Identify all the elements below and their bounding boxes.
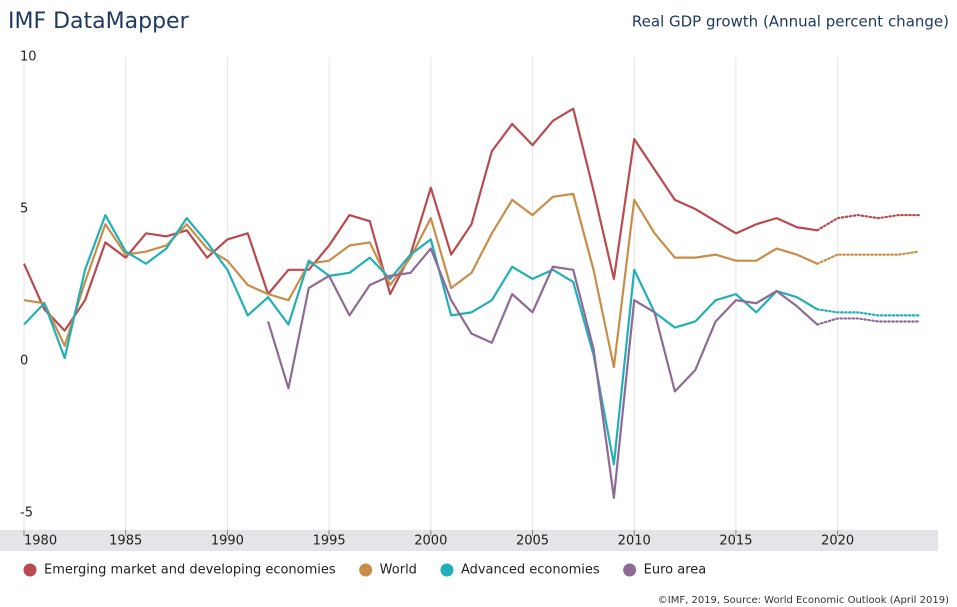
x-tick-label: 1995 bbox=[313, 534, 346, 549]
series-line bbox=[23, 192, 818, 369]
x-axis-band bbox=[0, 530, 938, 551]
projection-line bbox=[816, 250, 921, 265]
legend-marker bbox=[623, 563, 637, 577]
x-tick-label: 2015 bbox=[719, 534, 752, 549]
y-tick-label: 10 bbox=[20, 50, 37, 65]
legend-label: Emerging market and developing economies bbox=[44, 563, 336, 578]
legend-marker bbox=[23, 563, 37, 577]
series-line bbox=[267, 247, 819, 499]
source-note: ©IMF, 2019, Source: World Economic Outlo… bbox=[658, 595, 949, 606]
legend-marker bbox=[440, 563, 454, 577]
legend-label: World bbox=[380, 563, 417, 578]
x-tick-label: 2005 bbox=[516, 534, 549, 549]
x-tick-label: 1980 bbox=[24, 534, 57, 549]
series-line bbox=[22, 107, 818, 332]
projection-line bbox=[816, 213, 921, 232]
x-tick-label: 2020 bbox=[821, 534, 854, 549]
y-tick-label: 0 bbox=[20, 354, 28, 369]
legend-label: Euro area bbox=[644, 563, 707, 578]
chart-subtitle: Real GDP growth (Annual percent change) bbox=[632, 13, 949, 31]
legend-label: Advanced economies bbox=[461, 563, 600, 578]
projection-line bbox=[816, 317, 921, 326]
y-tick-label: -5 bbox=[20, 506, 33, 521]
legend-marker bbox=[359, 563, 373, 577]
chart-title: IMF DataMapper bbox=[8, 9, 190, 34]
x-tick-label: 1990 bbox=[211, 534, 244, 549]
x-tick-label: 2000 bbox=[414, 534, 447, 549]
x-tick-label: 1985 bbox=[109, 534, 142, 549]
y-tick-label: 5 bbox=[20, 202, 28, 217]
x-tick-label: 2010 bbox=[618, 534, 651, 549]
series-line bbox=[23, 213, 818, 466]
projection-line bbox=[816, 308, 921, 317]
